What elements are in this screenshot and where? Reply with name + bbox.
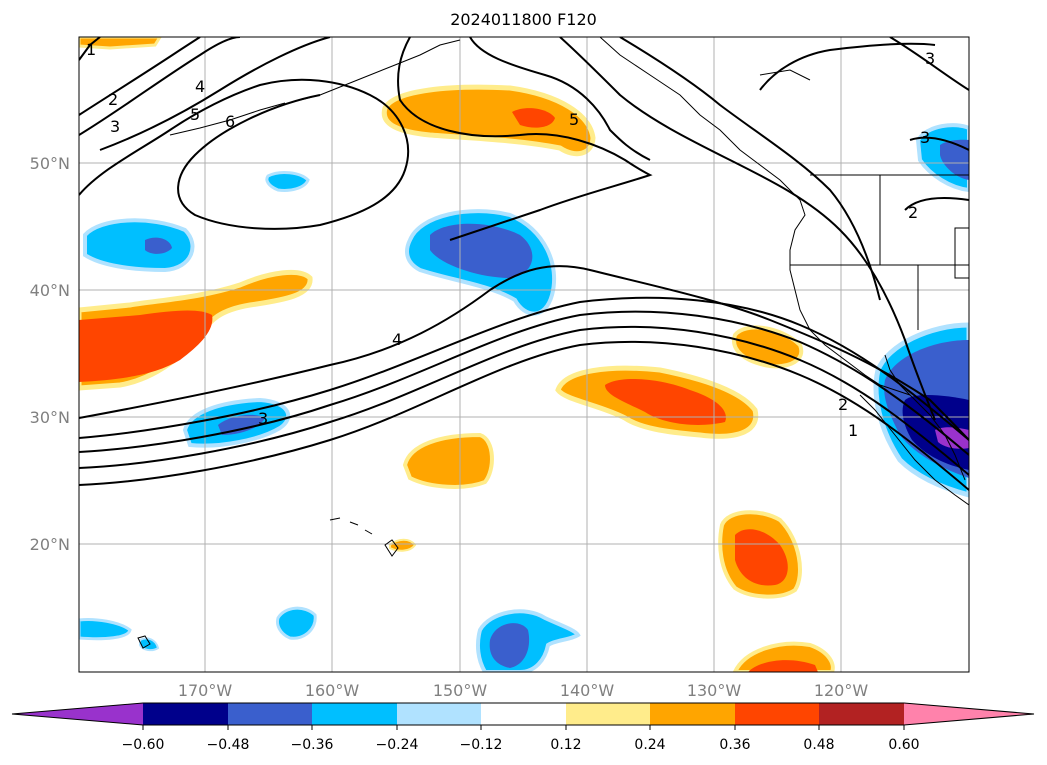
latitude-labels: 50°N 40°N 30°N 20°N [30, 154, 70, 554]
colorbar-segment [228, 703, 312, 725]
contour-label: 3 [925, 49, 935, 68]
colorbar-segment [650, 703, 735, 725]
colorbar-segment [566, 703, 650, 725]
lon-label: 150°W [433, 681, 488, 700]
colorbar-tick-label: −0.36 [291, 737, 334, 753]
lon-label: 160°W [305, 681, 360, 700]
contour-label: 6 [225, 112, 235, 131]
colorbar-segment [312, 703, 397, 725]
negative-anomaly [83, 218, 195, 273]
contour-label: 3 [110, 117, 120, 136]
contour-label: 3 [258, 409, 268, 428]
contour-label: 4 [195, 77, 205, 96]
height-contours [79, 37, 969, 491]
negative-anomaly [276, 606, 317, 640]
lon-label: 120°W [814, 681, 869, 700]
contour-label: 4 [392, 330, 402, 349]
colorbar-tick-label: 0.60 [888, 737, 919, 753]
contour-label: 5 [569, 110, 579, 129]
positive-anomaly [381, 84, 596, 157]
colorbar: −0.60 −0.48 −0.36 −0.24 −0.12 0.12 0.24 … [11, 702, 1035, 753]
contour-label: 1 [86, 40, 96, 59]
lon-label: 140°W [560, 681, 615, 700]
colorbar-segment [143, 703, 228, 725]
colorbar-tick-label: −0.48 [207, 737, 250, 753]
colorbar-tick-label: 0.24 [634, 737, 665, 753]
map-title: 2024011800 F120 [450, 10, 597, 29]
colorbar-tick-label: −0.24 [376, 737, 419, 753]
coastlines [137, 37, 969, 649]
negative-anomaly [79, 618, 132, 641]
colorbar-segment [397, 703, 481, 725]
lat-label: 20°N [30, 535, 70, 554]
positive-anomaly [402, 432, 494, 489]
contour-label: 2 [108, 90, 118, 109]
colorbar-tick-label: 0.36 [719, 737, 750, 753]
colorbar-extend-min [12, 703, 143, 725]
colorbar-tick-label: 0.48 [803, 737, 834, 753]
positive-anomaly [732, 325, 804, 369]
colorbar-segment [735, 703, 819, 725]
shaded-anomalies [79, 37, 969, 672]
colorbar-segment [819, 703, 904, 725]
contour-labels: 1 2 3 4 5 6 3 4 2 1 5 3 3 2 [86, 40, 935, 440]
contour-label: 2 [838, 395, 848, 414]
colorbar-tick-label: 0.12 [550, 737, 581, 753]
lat-label: 40°N [30, 281, 70, 300]
colorbar-segment [481, 703, 566, 725]
longitude-labels: 170°W 160°W 150°W 140°W 130°W 120°W [178, 681, 869, 700]
lon-label: 170°W [178, 681, 233, 700]
negative-anomaly [265, 171, 310, 192]
contour-label: 1 [848, 421, 858, 440]
colorbar-tick-label: −0.12 [460, 737, 503, 753]
contour-label: 2 [908, 203, 918, 222]
colorbar-extend-max [904, 703, 1034, 725]
contour-label: 3 [920, 128, 930, 147]
colorbar-tick-label: −0.60 [122, 737, 165, 753]
map-frame [78, 36, 970, 673]
lat-label: 30°N [30, 408, 70, 427]
contour-label: 5 [190, 105, 200, 124]
lon-label: 130°W [687, 681, 742, 700]
lat-label: 50°N [30, 154, 70, 173]
